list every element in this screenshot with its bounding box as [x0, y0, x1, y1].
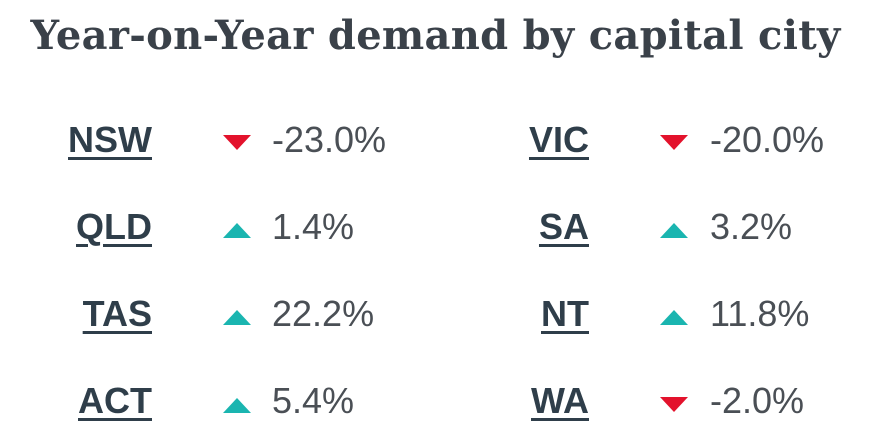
table-row: ACT 5.4% WA -2.0%	[0, 373, 871, 429]
change-value: 1.4%	[272, 206, 355, 247]
state-link-vic[interactable]: VIC	[528, 119, 589, 160]
table-row: QLD 1.4% SA 3.2%	[0, 199, 871, 255]
change-value: 22.2%	[272, 293, 375, 334]
change-value: 3.2%	[710, 206, 793, 247]
change-value: 5.4%	[272, 380, 355, 421]
state-link-nt[interactable]: NT	[541, 293, 589, 334]
up-triangle-icon	[660, 310, 688, 325]
page-title: Year-on-Year demand by capital city	[30, 12, 841, 59]
state-link-tas[interactable]: TAS	[82, 293, 152, 334]
up-triangle-icon	[660, 223, 688, 238]
up-triangle-icon	[223, 398, 251, 413]
change-value: -2.0%	[710, 380, 805, 421]
down-triangle-icon	[223, 135, 251, 150]
table-row: NSW -23.0% VIC -20.0%	[0, 112, 871, 168]
state-link-sa[interactable]: SA	[538, 206, 589, 247]
change-value: -20.0%	[710, 119, 825, 160]
state-link-qld[interactable]: QLD	[76, 206, 152, 247]
change-value: -23.0%	[272, 119, 387, 160]
state-link-wa[interactable]: WA	[531, 380, 589, 421]
down-triangle-icon	[660, 397, 688, 412]
up-triangle-icon	[223, 223, 251, 238]
change-value: 11.8%	[710, 293, 810, 334]
table-row: TAS 22.2% NT 11.8%	[0, 286, 871, 342]
state-link-act[interactable]: ACT	[78, 380, 152, 421]
state-link-nsw[interactable]: NSW	[68, 119, 152, 160]
down-triangle-icon	[660, 135, 688, 150]
up-triangle-icon	[223, 310, 251, 325]
